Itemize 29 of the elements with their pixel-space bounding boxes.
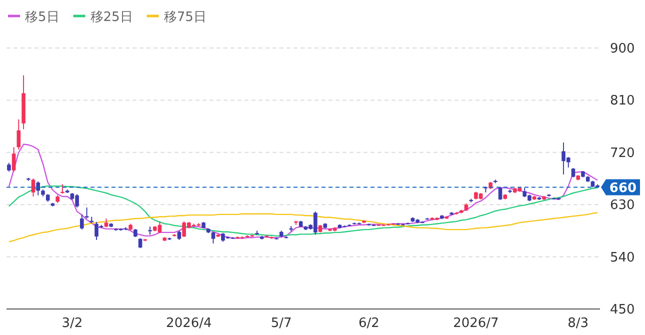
y-tick-label: 630 [610,198,635,214]
candlestick [12,146,16,172]
candlestick [31,178,36,197]
candlestick [16,118,21,150]
x-tick-label: 3/2 [62,316,83,331]
candlestick [571,168,576,178]
candlestick [138,238,142,249]
x-tick-label: 6/2 [358,316,380,331]
y-tick-label: 720 [610,146,635,161]
x-tick-label: 5/7 [270,316,292,331]
legend-label: 移25日 [90,10,133,25]
legend-label: 移75日 [164,10,206,25]
candlestick [84,207,89,220]
y-tick-label: 900 [610,42,635,56]
candlestick [211,231,216,244]
candlestick [80,214,84,230]
line-series [8,144,598,239]
candlestick [36,180,40,196]
x-tick-label: 2026/7 [453,316,499,331]
legend-label: 移5日 [25,10,60,25]
x-tick-label: 2026/4 [166,316,212,331]
y-tick-label: 810 [610,94,635,109]
line-series [8,212,598,242]
x-tick-label: 8/3 [568,316,589,331]
candlestick [177,230,182,240]
y-tick-label: 540 [610,250,635,266]
candlestick [498,186,502,200]
y-tick-label: 450 [610,302,635,318]
ref-line-label: 660 [609,181,637,196]
